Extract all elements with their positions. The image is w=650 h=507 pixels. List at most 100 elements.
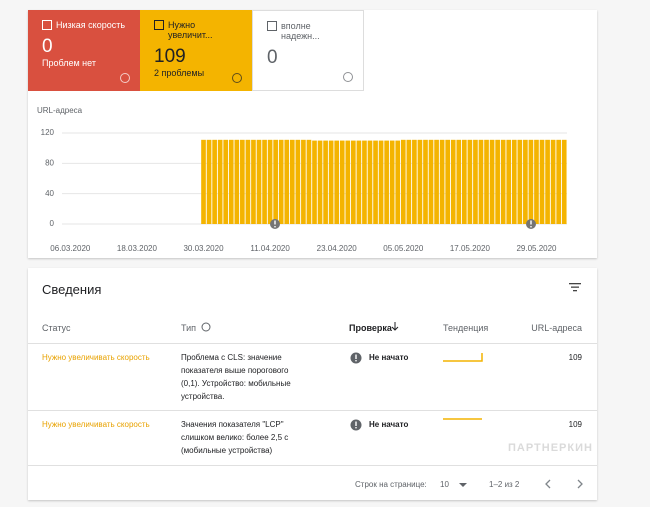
annotation-icon xyxy=(526,219,536,229)
bar xyxy=(417,139,423,224)
bar xyxy=(301,139,306,224)
row-status[interactable]: Нужно увеличивать скорость xyxy=(42,353,150,362)
bar xyxy=(367,140,373,224)
bar xyxy=(373,140,378,224)
bar xyxy=(306,139,312,224)
x-tick-label: 11.04.2020 xyxy=(250,244,290,253)
trend-sparkline xyxy=(443,353,483,362)
x-tick-label: 30.03.2020 xyxy=(183,244,224,253)
dropdown-arrow[interactable] xyxy=(459,483,467,488)
tile-caption: Проблем нет xyxy=(42,58,96,68)
x-tick-label: 29.05.2020 xyxy=(516,244,557,253)
bar xyxy=(434,139,439,224)
bar xyxy=(400,139,406,224)
bar xyxy=(228,139,234,224)
bar xyxy=(312,140,317,224)
tile-good[interactable]: Низкая скорость 0 Проблем нет xyxy=(28,10,140,91)
bar xyxy=(561,139,567,224)
bar xyxy=(517,139,523,224)
bar xyxy=(445,139,451,224)
tile-improve[interactable]: Нужно увеличит... 109 2 проблемы xyxy=(140,10,252,91)
bar xyxy=(484,139,489,224)
tile-value: 109 xyxy=(154,46,186,67)
filter-icon[interactable] xyxy=(569,282,581,292)
tile-caption: 2 проблемы xyxy=(154,68,205,78)
bar xyxy=(539,139,545,224)
bar xyxy=(395,140,401,224)
bar xyxy=(323,140,328,224)
bar xyxy=(495,139,500,224)
page-nav[interactable] xyxy=(544,479,584,489)
column-header: Тенденция xyxy=(443,323,489,333)
rows-per-page-label: Строк на странице: xyxy=(355,480,427,489)
y-tick-label: 80 xyxy=(45,158,54,167)
details-title: Сведения xyxy=(42,282,102,297)
rows-per-page[interactable]: 10 xyxy=(440,480,449,489)
bar xyxy=(273,139,278,224)
bar xyxy=(317,140,323,224)
tile-label: Низкая скорость xyxy=(56,20,126,30)
column-header[interactable]: Проверка xyxy=(349,323,392,333)
tile-value: 0 xyxy=(267,47,278,68)
row-type[interactable]: Проблема с CLS: значение показателя выше… xyxy=(181,353,291,401)
y-axis-title: URL-адреса xyxy=(37,106,83,115)
row-type[interactable]: Значения показателя "LCP" слишком велико… xyxy=(181,420,289,455)
bar xyxy=(295,139,301,224)
chart: URL-адреса 0 40 80 120 06.03.2020 18.03.2020 3… xyxy=(37,106,567,253)
bar xyxy=(439,139,445,224)
sort-icon xyxy=(391,322,399,331)
page-range: 1–2 из 2 xyxy=(489,480,520,489)
details-card: Сведения Статус Тип Проверка Тенденция U… xyxy=(28,268,597,500)
bar xyxy=(234,139,240,224)
bar xyxy=(423,139,428,224)
bar xyxy=(511,139,517,224)
bar xyxy=(256,139,262,224)
row-urls: 109 xyxy=(568,353,582,362)
column-header: URL-адреса xyxy=(531,323,582,333)
bar xyxy=(284,139,290,224)
bar xyxy=(267,139,273,224)
bar xyxy=(545,139,550,224)
bar xyxy=(378,140,384,224)
annotation-icon xyxy=(270,219,280,229)
help-icon[interactable] xyxy=(201,322,211,332)
watermark: ПАРТНЕРКИН xyxy=(508,442,593,454)
bar xyxy=(351,140,356,224)
row-check: Не начато xyxy=(369,353,409,362)
bar xyxy=(384,140,389,224)
y-tick-label: 0 xyxy=(50,219,55,228)
bar xyxy=(467,139,473,224)
bar xyxy=(489,139,495,224)
bar xyxy=(500,139,506,224)
x-tick-label: 23.04.2020 xyxy=(317,244,358,253)
tile-value: 0 xyxy=(42,36,53,57)
tile-poor[interactable]: вполне надежн... 0 xyxy=(252,10,364,91)
y-tick-label: 40 xyxy=(45,189,54,198)
bar xyxy=(356,140,362,224)
bar xyxy=(217,139,223,224)
bar xyxy=(362,140,367,224)
bar xyxy=(506,139,512,224)
x-tick-label: 06.03.2020 xyxy=(50,244,91,253)
bar xyxy=(478,139,484,224)
bar xyxy=(289,139,295,224)
row-check: Не начато xyxy=(369,420,409,429)
status-icon xyxy=(350,419,362,431)
bar xyxy=(428,139,434,224)
row-status[interactable]: Нужно увеличивать скорость xyxy=(42,420,150,429)
bar xyxy=(339,140,345,224)
x-tick-label: 17.05.2020 xyxy=(450,244,491,253)
bar xyxy=(406,139,412,224)
bar xyxy=(450,139,456,224)
bar xyxy=(345,140,351,224)
bar xyxy=(389,140,395,224)
overview-card: Низкая скорость 0 Проблем нет Нужно увел… xyxy=(28,10,597,258)
bar xyxy=(223,139,229,224)
x-tick-label: 18.03.2020 xyxy=(117,244,158,253)
y-tick-label: 120 xyxy=(41,128,55,137)
bar xyxy=(523,139,528,224)
bar xyxy=(278,139,284,224)
bar xyxy=(201,139,206,224)
